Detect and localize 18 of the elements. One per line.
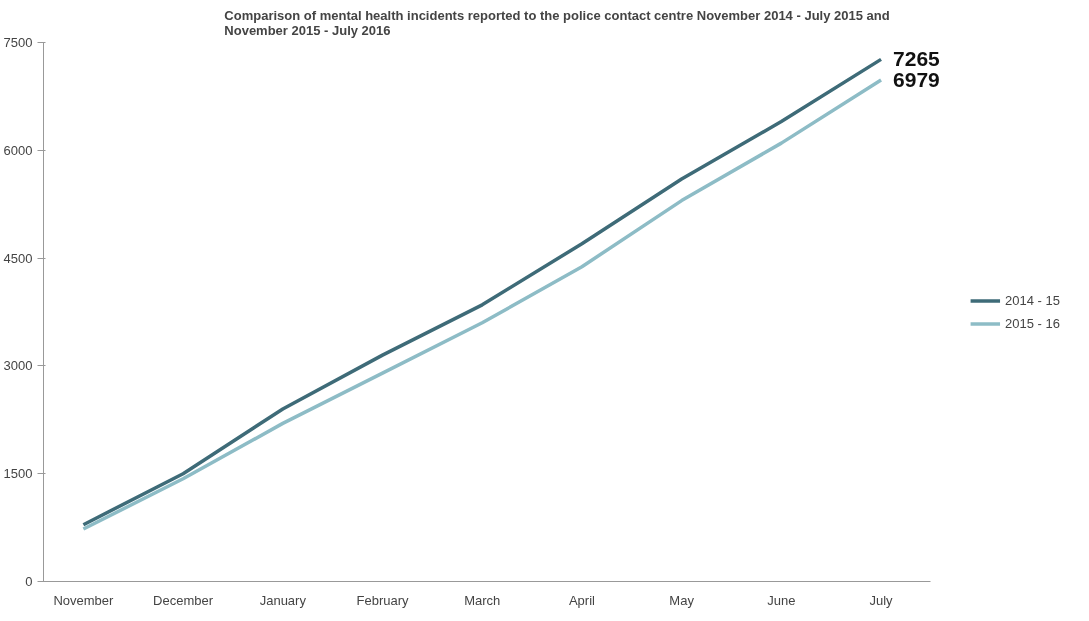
x-tick-label: April xyxy=(568,592,596,608)
x-tick-label: March xyxy=(464,592,501,608)
y-tick-label: 0 xyxy=(25,574,33,589)
y-tick-label: 6000 xyxy=(3,142,33,158)
legend-label: 2014 - 15 xyxy=(1005,292,1060,308)
y-tick-label: 3000 xyxy=(3,358,33,374)
x-tick-label: May xyxy=(669,592,695,608)
x-tick-label: January xyxy=(259,592,307,608)
y-tick-label: 7500 xyxy=(3,35,33,50)
x-tick-label: February xyxy=(356,592,410,608)
x-tick-label: November xyxy=(53,592,115,608)
x-tick-label: December xyxy=(153,592,214,608)
legend-label: 2015 - 16 xyxy=(1005,315,1060,331)
x-tick-label: June xyxy=(767,592,796,608)
y-tick-label: 4500 xyxy=(3,250,33,266)
y-tick-label: 1500 xyxy=(3,466,33,482)
x-tick-label: July xyxy=(869,592,894,608)
chart-title: Comparison of mental health incidents reported to the police contact centre November 2014 - July 2015 and November 2015 - July 2016 xyxy=(224,7,890,38)
